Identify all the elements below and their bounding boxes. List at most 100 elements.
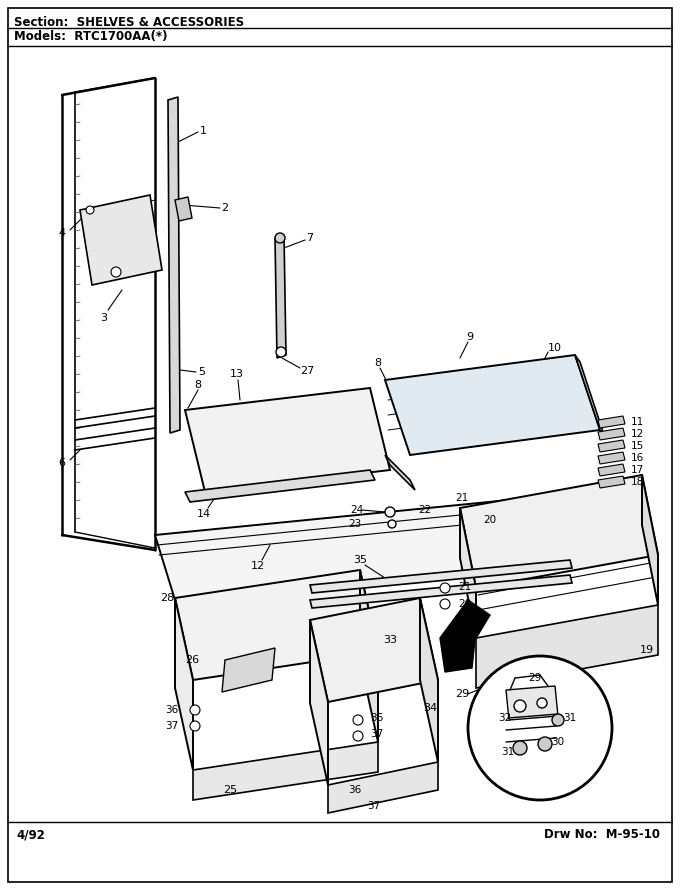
Polygon shape — [80, 195, 162, 285]
Circle shape — [388, 520, 396, 528]
Text: 24: 24 — [350, 505, 364, 515]
Text: Drw No:  M-95-10: Drw No: M-95-10 — [544, 828, 660, 841]
Text: 29: 29 — [455, 689, 469, 699]
Circle shape — [275, 233, 285, 243]
Polygon shape — [598, 428, 625, 440]
Circle shape — [440, 599, 450, 609]
Text: 3: 3 — [101, 313, 107, 323]
Text: 5: 5 — [199, 367, 205, 377]
Polygon shape — [598, 416, 625, 428]
Polygon shape — [193, 742, 378, 800]
Text: 17: 17 — [631, 465, 644, 475]
Polygon shape — [476, 605, 658, 688]
Text: 22: 22 — [418, 505, 432, 515]
Text: 27: 27 — [300, 366, 314, 376]
Circle shape — [353, 715, 363, 725]
Polygon shape — [385, 355, 600, 455]
Polygon shape — [310, 575, 572, 608]
Polygon shape — [310, 560, 572, 593]
Polygon shape — [155, 490, 630, 600]
Text: 8: 8 — [194, 380, 201, 390]
Text: 15: 15 — [631, 441, 644, 451]
Circle shape — [538, 737, 552, 751]
Circle shape — [537, 698, 547, 708]
Circle shape — [276, 347, 286, 357]
Polygon shape — [275, 235, 286, 358]
Polygon shape — [185, 470, 375, 502]
Polygon shape — [175, 197, 192, 221]
Text: 14: 14 — [197, 509, 211, 519]
Polygon shape — [175, 598, 193, 770]
Text: 6: 6 — [58, 458, 65, 468]
Text: 21: 21 — [458, 582, 471, 592]
Polygon shape — [598, 440, 625, 452]
Text: 21: 21 — [456, 493, 469, 503]
Circle shape — [552, 714, 564, 726]
Polygon shape — [506, 686, 558, 720]
Text: 36: 36 — [165, 705, 178, 715]
Text: 13: 13 — [230, 369, 244, 379]
Text: 20: 20 — [458, 599, 471, 609]
Circle shape — [190, 705, 200, 715]
Polygon shape — [310, 620, 328, 785]
Text: 4: 4 — [58, 228, 65, 238]
Circle shape — [86, 206, 94, 214]
Text: Models:  RTC1700AA(*): Models: RTC1700AA(*) — [14, 30, 167, 43]
Text: 25: 25 — [223, 785, 237, 795]
Circle shape — [385, 507, 395, 517]
Text: 31: 31 — [501, 747, 515, 757]
Polygon shape — [440, 600, 490, 672]
Text: 7: 7 — [307, 233, 313, 243]
Text: 37: 37 — [370, 729, 384, 739]
Text: 32: 32 — [498, 713, 511, 723]
Text: 19: 19 — [640, 645, 654, 655]
Polygon shape — [575, 355, 605, 438]
Text: 8: 8 — [375, 358, 381, 368]
Polygon shape — [175, 570, 378, 680]
Text: 1: 1 — [199, 126, 207, 136]
Polygon shape — [185, 388, 390, 492]
Text: 33: 33 — [383, 635, 397, 645]
Text: 36: 36 — [370, 713, 384, 723]
Text: 28: 28 — [160, 593, 174, 603]
Text: 12: 12 — [631, 429, 644, 439]
Text: 4/92: 4/92 — [16, 828, 45, 841]
Polygon shape — [222, 648, 275, 692]
Text: 9: 9 — [466, 332, 473, 342]
Polygon shape — [360, 570, 378, 742]
Polygon shape — [598, 464, 625, 476]
Polygon shape — [420, 598, 438, 762]
Text: 10: 10 — [548, 343, 562, 353]
Circle shape — [190, 721, 200, 731]
Text: 34: 34 — [423, 703, 437, 713]
Polygon shape — [310, 598, 438, 702]
Text: 26: 26 — [185, 655, 199, 665]
Polygon shape — [328, 762, 438, 813]
Text: 29: 29 — [528, 673, 542, 683]
Text: 18: 18 — [631, 477, 644, 487]
Polygon shape — [642, 475, 658, 605]
Polygon shape — [598, 452, 625, 464]
Text: 37: 37 — [367, 801, 381, 811]
Text: 36: 36 — [348, 785, 362, 795]
Text: 23: 23 — [348, 519, 362, 529]
Text: 12: 12 — [251, 561, 265, 571]
Circle shape — [440, 583, 450, 593]
Polygon shape — [598, 476, 625, 488]
Polygon shape — [460, 475, 658, 588]
Text: 16: 16 — [631, 453, 644, 463]
Circle shape — [514, 700, 526, 712]
Text: 20: 20 — [483, 515, 496, 525]
Polygon shape — [385, 455, 415, 490]
Polygon shape — [168, 97, 180, 433]
Text: 2: 2 — [222, 203, 228, 213]
Text: 11: 11 — [631, 417, 644, 427]
Text: 35: 35 — [353, 555, 367, 565]
Text: 31: 31 — [563, 713, 577, 723]
Text: 37: 37 — [165, 721, 178, 731]
Polygon shape — [460, 508, 476, 638]
Circle shape — [353, 731, 363, 741]
Circle shape — [111, 267, 121, 277]
Text: 30: 30 — [551, 737, 564, 747]
Circle shape — [468, 656, 612, 800]
